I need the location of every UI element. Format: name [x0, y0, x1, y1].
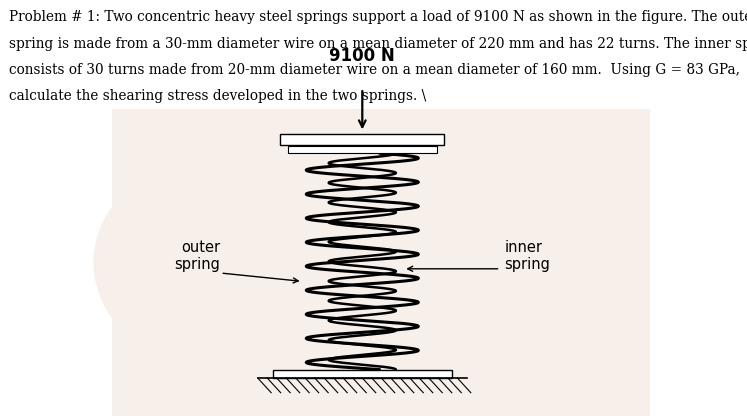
Text: consists of 30 turns made from 20-mm diameter wire on a mean diameter of 160 mm.: consists of 30 turns made from 20-mm dia… — [9, 63, 740, 76]
Text: outer
spring: outer spring — [175, 240, 220, 273]
Text: calculate the shearing stress developed in the two springs. \: calculate the shearing stress developed … — [9, 89, 427, 102]
Bar — [280, 134, 444, 145]
Bar — [288, 146, 437, 153]
Text: spring is made from a 30-mm diameter wire on a mean diameter of 220 mm and has 2: spring is made from a 30-mm diameter wir… — [9, 37, 747, 50]
Bar — [273, 370, 452, 378]
Text: inner
spring: inner spring — [504, 240, 550, 273]
Text: 9100 N: 9100 N — [329, 47, 395, 65]
Bar — [112, 109, 650, 416]
Text: Problem # 1: Two concentric heavy steel springs support a load of 9100 N as show: Problem # 1: Two concentric heavy steel … — [9, 10, 747, 24]
Ellipse shape — [93, 109, 631, 416]
